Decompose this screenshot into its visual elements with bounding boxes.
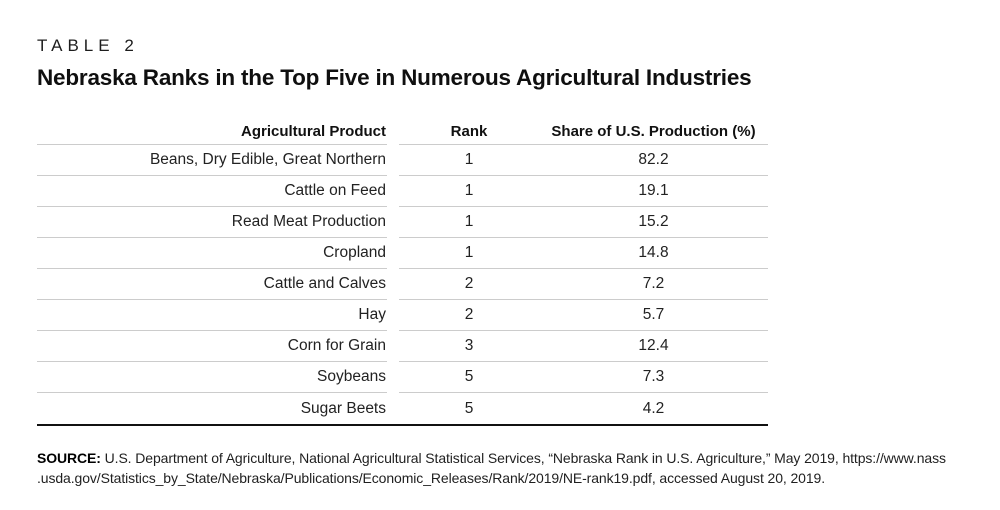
cell-rank: 1 [464,151,474,168]
cell-share: 4.2 [642,399,665,417]
table-header-row: Agricultural Product Rank Share of U.S. … [37,118,768,145]
cell-rank: 2 [464,306,474,323]
cell-share: 7.2 [642,275,665,292]
cell-product: Cattle and Calves [37,269,387,300]
column-header-rank: Rank [450,122,488,140]
table-row: Corn for Grain 3 12.4 [37,331,768,362]
header-cell-group: Rank Share of U.S. Production (%) [399,118,768,145]
cell-product: Sugar Beets [300,399,386,417]
cell-group: 2 7.2 [399,269,768,300]
cell-group: 3 12.4 [399,331,768,362]
table-row: Cropland 1 14.8 [37,238,768,269]
cell-group: 5 4.2 [399,393,768,424]
cell-rank: 2 [464,275,474,292]
cell-rank: 5 [464,368,474,385]
cell-group: 1 14.8 [399,238,768,269]
cell-group: 2 5.7 [399,300,768,331]
cell-share: 14.8 [638,244,669,261]
cell-share: 12.4 [638,337,669,354]
source-line-1: SOURCE: U.S. Department of Agriculture, … [37,448,963,468]
cell-product: Cattle on Feed [37,176,387,207]
cell-share: 15.2 [638,213,669,230]
column-gap [387,118,399,145]
table-row: Sugar Beets 5 4.2 [37,393,768,424]
column-gap [387,176,399,207]
table-row: Soybeans 5 7.3 [37,362,768,393]
cell-product: Read Meat Production [37,207,387,238]
table-row: Read Meat Production 1 15.2 [37,207,768,238]
column-gap [387,300,399,331]
column-header-product: Agricultural Product [37,118,387,145]
column-gap [387,362,399,393]
cell-share: 7.3 [642,368,665,385]
column-gap [387,238,399,269]
cell-group: 1 19.1 [399,176,768,207]
column-header-share: Share of U.S. Production (%) [551,122,756,140]
source-text-2: .usda.gov/Statistics_by_State/Nebraska/P… [37,470,826,486]
table-title: Nebraska Ranks in the Top Five in Numero… [37,65,752,90]
source-note: SOURCE: U.S. Department of Agriculture, … [37,448,963,488]
cell-rank: 5 [464,399,474,417]
column-gap [387,145,399,176]
table-row: Hay 2 5.7 [37,300,768,331]
cell-product: Hay [37,300,387,331]
cell-product: Beans, Dry Edible, Great Northern [37,145,387,176]
table-row: Beans, Dry Edible, Great Northern 1 82.2 [37,145,768,176]
column-gap [387,393,399,424]
cell-product: Soybeans [37,362,387,393]
cell-share: 19.1 [638,182,669,199]
cell-product: Corn for Grain [37,331,387,362]
table-row: Cattle on Feed 1 19.1 [37,176,768,207]
table-row: Cattle and Calves 2 7.2 [37,269,768,300]
cell-rank: 1 [464,244,474,261]
table-kicker: TABLE 2 [37,36,139,55]
cell-rank: 1 [464,182,474,199]
column-gap [387,331,399,362]
page-content: TABLE 2 Nebraska Ranks in the Top Five i… [37,36,963,488]
cell-group: 1 15.2 [399,207,768,238]
cell-rank: 1 [464,213,474,230]
column-gap [387,269,399,300]
cell-product: Cropland [37,238,387,269]
cell-share: 82.2 [638,151,669,168]
cell-group: 5 7.3 [399,362,768,393]
source-line-2: .usda.gov/Statistics_by_State/Nebraska/P… [37,468,963,488]
cell-group: 1 82.2 [399,145,768,176]
source-text-1: U.S. Department of Agriculture, National… [100,450,946,466]
cell-share: 5.7 [642,306,665,323]
cell-rank: 3 [464,337,474,354]
ranks-table: Agricultural Product Rank Share of U.S. … [37,118,768,426]
source-label: SOURCE: [37,450,101,466]
column-gap [387,207,399,238]
